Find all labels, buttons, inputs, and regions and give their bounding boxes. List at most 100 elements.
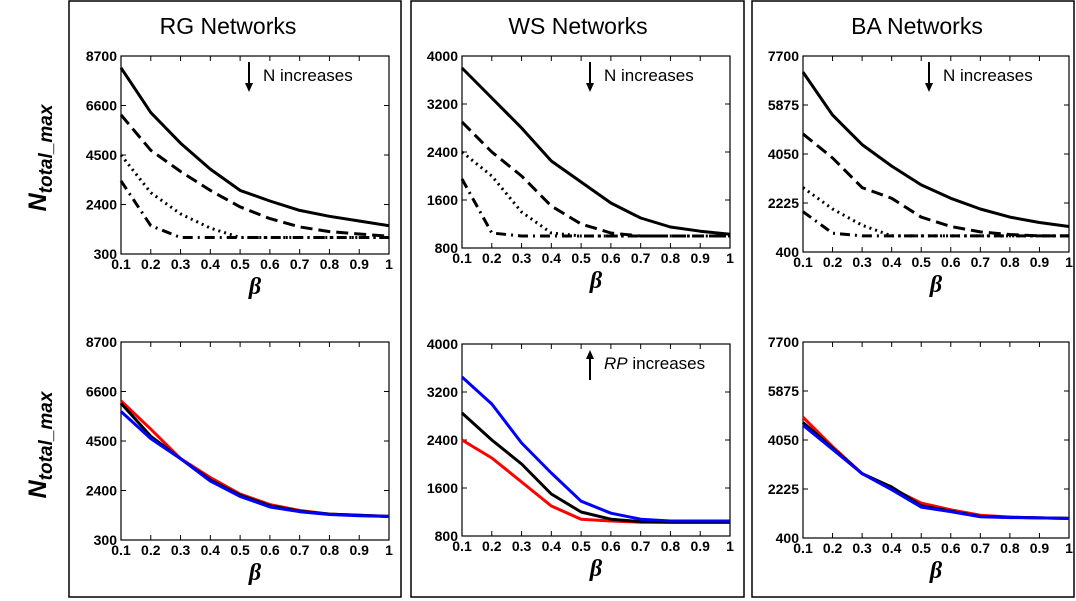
x-tick-label: 0.6 — [260, 542, 280, 558]
x-tick-label: 0.8 — [661, 538, 681, 554]
series-line-solid — [460, 66, 731, 236]
panel-border-rg — [68, 0, 402, 598]
series-line-solid — [802, 424, 1070, 520]
annotation-text: N increases — [604, 66, 694, 85]
y-tick-label: 300 — [94, 532, 118, 548]
y-tick-label: 4500 — [86, 433, 117, 449]
series-line-solid — [801, 71, 1070, 228]
x-tick-label: 1 — [726, 538, 734, 554]
x-tick-label: 0.3 — [512, 250, 532, 266]
x-tick-label: 0.2 — [482, 538, 502, 554]
x-tick-label: 0.7 — [631, 250, 651, 266]
y-tick-label: 4000 — [427, 336, 458, 352]
x-tick-label: 0.6 — [260, 256, 280, 272]
y-tick-label: 400 — [776, 530, 800, 546]
annotation-label: N increases — [943, 66, 1033, 85]
series-line-solid — [802, 421, 1070, 520]
x-tick-label: 0.9 — [1030, 540, 1050, 556]
x-tick-label: 0.7 — [290, 542, 310, 558]
x-tick-label: 0.5 — [571, 250, 591, 266]
x-tick-label: 0.3 — [852, 254, 872, 270]
x-tick-label: 0.3 — [171, 542, 191, 558]
y-tick-label: 2225 — [768, 195, 799, 211]
x-tick-label: 0.2 — [823, 540, 843, 556]
y-tick-label: 2400 — [86, 197, 117, 213]
x-tick-label: 0.4 — [882, 254, 902, 270]
x-tick-label: 0.6 — [601, 538, 621, 554]
x-tick-label: 0.4 — [542, 538, 562, 554]
x-tick-label: 0.4 — [201, 256, 221, 272]
panel-title-ws: WS Networks — [508, 13, 647, 39]
y-tick-label: 6600 — [86, 384, 117, 400]
x-tick-label: 1 — [726, 250, 734, 266]
x-axis-label: β — [929, 558, 943, 584]
x-tick-label: 0.5 — [911, 540, 931, 556]
x-axis-label: β — [248, 560, 262, 586]
x-tick-label: 0.6 — [601, 250, 621, 266]
arrow-head-icon — [586, 350, 594, 359]
chart-3: 300 2400 4500 6600 8700 0.1 0.2 0.3 0.4 0.5 0.6 0.7… — [86, 334, 393, 586]
series-line-solid — [119, 410, 390, 518]
chart-4: 800 1600 2400 3200 4000 0.1 0.2 0.3 0.4 0.5 0.6 0.7… — [427, 336, 734, 582]
y-tick-label: 4000 — [427, 48, 458, 64]
x-tick-label: 1 — [385, 542, 393, 558]
x-axis-label: β — [589, 556, 603, 582]
series-line-solid — [460, 375, 730, 523]
y-tick-label: 7700 — [768, 334, 799, 350]
arrow-head-icon — [925, 83, 933, 92]
y-tick-label: 800 — [435, 528, 459, 544]
annotation-label: increases — [628, 354, 705, 373]
annotation-text: RP increases — [604, 354, 705, 373]
series-line-dotted — [802, 186, 1069, 238]
x-tick-label: 0.8 — [320, 542, 340, 558]
y-tick-label: 3200 — [427, 96, 458, 112]
chart-1: 800 1600 2400 3200 4000 0.1 0.2 0.3 0.4 0.5 0.6 0.7… — [427, 48, 734, 294]
x-tick-label: 0.8 — [1000, 254, 1020, 270]
x-tick-label: 0.7 — [971, 540, 991, 556]
x-tick-label: 0.2 — [823, 254, 843, 270]
series-line-solid — [119, 66, 390, 228]
x-tick-label: 0.3 — [512, 538, 532, 554]
series-line-solid — [461, 438, 730, 524]
plots: 300 2400 4500 6600 8700 0.1 0.2 0.3 0.4 0.5 0.6 0.7… — [86, 48, 1073, 586]
y-tick-label: 5875 — [768, 383, 799, 399]
y-tick-label: 4500 — [86, 147, 117, 163]
y-tick-label: 2225 — [768, 481, 799, 497]
series-line-dashdot — [119, 180, 389, 239]
x-tick-label: 0.9 — [349, 542, 369, 558]
x-tick-label: 0.6 — [941, 540, 961, 556]
x-tick-label: 0.4 — [201, 542, 221, 558]
x-tick-label: 0.3 — [171, 256, 191, 272]
x-axis-label: β — [589, 268, 603, 294]
y-tick-label: 1600 — [427, 480, 458, 496]
x-tick-label: 0.5 — [230, 542, 250, 558]
y-tick-label: 5875 — [768, 97, 799, 113]
series-line-solid — [119, 402, 390, 518]
x-tick-label: 1 — [1065, 540, 1073, 556]
x-tick-label: 0.8 — [320, 256, 340, 272]
x-tick-label: 0.1 — [111, 542, 131, 558]
annotation-label: N increases — [263, 66, 353, 85]
x-tick-label: 1 — [385, 256, 393, 272]
x-axis-label: β — [929, 272, 943, 298]
panel-title-ba: BA Networks — [851, 13, 983, 39]
y-tick-label: 8700 — [86, 334, 117, 350]
y-tick-label: 4050 — [768, 432, 799, 448]
x-tick-label: 0.9 — [349, 256, 369, 272]
series-line-dotted — [461, 150, 730, 238]
x-tick-label: 0.7 — [631, 538, 651, 554]
y-tick-label: 7700 — [768, 48, 799, 64]
y-tick-label: 1600 — [427, 192, 458, 208]
x-tick-label: 0.6 — [941, 254, 961, 270]
x-tick-label: 0.3 — [852, 540, 872, 556]
x-tick-label: 0.1 — [111, 256, 131, 272]
x-tick-label: 0.1 — [793, 540, 813, 556]
x-tick-label: 0.4 — [542, 250, 562, 266]
x-tick-label: 0.5 — [911, 254, 931, 270]
y-axis-label-bottom: Ntotal_max — [24, 390, 57, 498]
y-axis-label-top: Ntotal_max — [24, 103, 57, 211]
series-line-dashed — [460, 120, 730, 238]
x-tick-label: 1 — [1065, 254, 1073, 270]
y-tick-label: 8700 — [86, 48, 117, 64]
plot-area — [120, 55, 390, 255]
